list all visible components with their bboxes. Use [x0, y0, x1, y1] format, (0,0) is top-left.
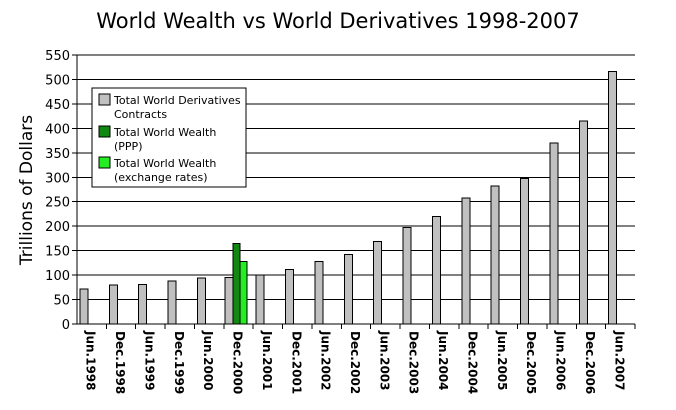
- legend-label: (PPP): [114, 140, 142, 153]
- bar-wealth-exchange: [239, 260, 248, 325]
- x-tick-label: Jun.2005: [495, 330, 509, 391]
- x-tick-label: Jun.1999: [142, 330, 156, 391]
- y-tick-label: 350: [45, 147, 70, 162]
- x-tick-label: Jun.1998: [84, 330, 98, 391]
- bar-derivatives: [490, 185, 500, 325]
- y-tick-label: 300: [45, 171, 70, 186]
- bar-derivatives: [461, 197, 471, 325]
- legend-label: Total World Derivatives: [113, 94, 241, 107]
- x-tick-label: Jun.2000: [201, 330, 215, 391]
- x-tick-label: Dec.2003: [407, 331, 421, 394]
- legend-swatch: [98, 125, 111, 138]
- y-tick-label: 450: [45, 98, 70, 113]
- legend-swatch: [98, 93, 111, 106]
- x-tick-label: Jun.2006: [554, 330, 568, 391]
- y-tick-label: 150: [45, 245, 70, 260]
- y-tick-label: 400: [45, 122, 70, 137]
- x-tick-label: Jun.2004: [436, 330, 450, 391]
- x-tick-label: Dec.2005: [524, 331, 538, 394]
- bars-layer: [79, 71, 618, 325]
- x-tick-label: Jun.2001: [260, 330, 274, 391]
- y-axis-label: Trillions of Dollars: [17, 115, 37, 266]
- x-tick-label: Dec.1999: [172, 331, 186, 394]
- chart-title: World Wealth vs World Derivatives 1998-2…: [96, 9, 579, 33]
- x-tick-label: Jun.2007: [612, 330, 626, 391]
- bar-derivatives: [343, 254, 353, 325]
- y-tick-label: 100: [45, 269, 70, 284]
- x-tick-label: Dec.2004: [465, 331, 479, 394]
- y-tick-label: 50: [53, 294, 70, 309]
- bar-wealth-ppp: [232, 242, 241, 325]
- y-tick-label: 500: [45, 73, 70, 88]
- bar-derivatives: [549, 142, 559, 325]
- legend-label: (exchange rates): [114, 171, 208, 184]
- x-tick-label: Dec.2002: [348, 331, 362, 394]
- bar-derivatives: [578, 120, 588, 325]
- bar-derivatives: [138, 283, 148, 325]
- legend-label: Contracts: [114, 108, 167, 121]
- bar-derivatives: [402, 227, 412, 325]
- x-tick-label: Jun.2002: [319, 330, 333, 391]
- bar-derivatives: [431, 215, 441, 325]
- bar-derivatives: [196, 277, 206, 325]
- x-tick-label: Jun.2003: [377, 330, 391, 391]
- x-tick-label: Dec.2000: [231, 331, 245, 394]
- bar-derivatives: [224, 277, 234, 325]
- legend-label: Total World Wealth: [113, 126, 216, 139]
- axis-layer: 0 50 100 150 200 250 300 350 400 450 500 550 Jun.199…: [45, 49, 636, 394]
- bar-derivatives: [608, 71, 618, 325]
- y-tick-label: 0: [62, 318, 70, 333]
- bar-derivatives: [255, 274, 265, 325]
- bar-derivatives: [520, 177, 530, 325]
- legend-swatch: [98, 156, 111, 169]
- bar-derivatives: [373, 240, 383, 325]
- bar-derivatives: [314, 260, 324, 325]
- y-tick-label: 200: [45, 220, 70, 235]
- bar-derivatives: [108, 284, 118, 325]
- y-tick-label: 250: [45, 196, 70, 211]
- x-tick-label: Dec.1998: [113, 331, 127, 394]
- bar-derivatives: [79, 288, 89, 325]
- x-tick-label: Dec.2006: [583, 331, 597, 394]
- bar-derivatives: [167, 280, 177, 325]
- y-tick-label: 550: [45, 49, 70, 64]
- legend-label: Total World Wealth: [113, 157, 216, 170]
- bar-derivatives: [285, 269, 295, 325]
- legend-box: [91, 87, 247, 188]
- x-tick-label: Dec.2001: [289, 331, 303, 394]
